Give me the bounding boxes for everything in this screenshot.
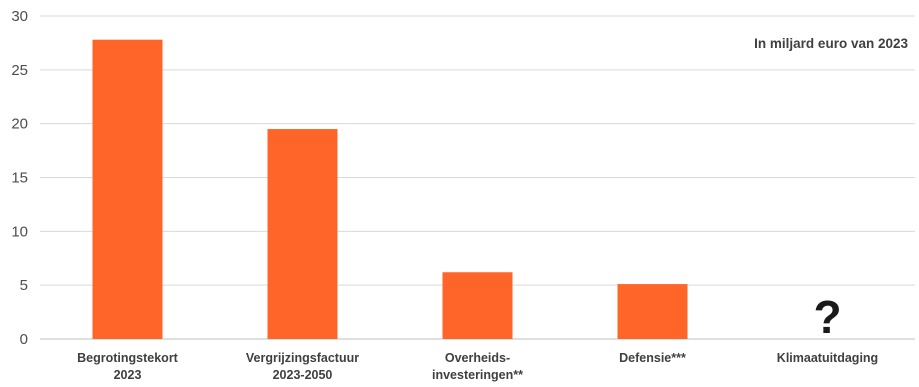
bar [442,272,513,339]
y-axis-ticks: 0 5 10 15 20 25 30 [11,8,28,348]
gridlines [40,15,915,340]
bar [617,284,688,339]
x-tick-label: Overheids- [445,351,510,365]
bar [267,129,338,339]
y-tick-label: 5 [20,277,28,294]
y-tick-label: 25 [11,62,28,79]
x-axis-labels: Begrotingstekort 2023 Vergrijzingsfactuur 2… [77,351,878,382]
y-tick-label: 0 [20,331,28,348]
x-tick-label: 2023-2050 [273,368,333,382]
x-tick-label: 2023 [114,368,142,382]
x-tick-label: investeringen** [432,368,523,382]
x-tick-label: Klimaatuitdaging [777,351,878,365]
bars: ? [92,39,842,343]
x-tick-label: Defensie*** [619,351,686,365]
x-tick-label: Begrotingstekort [77,351,179,365]
unit-annotation: In miljard euro van 2023 [754,36,908,51]
bar-placeholder-label: ? [813,291,841,343]
y-tick-label: 15 [11,170,28,187]
x-tick-label: Vergrijzingsfactuur [246,351,359,365]
y-tick-label: 10 [11,223,28,240]
y-tick-label: 30 [11,8,28,25]
y-tick-label: 20 [11,116,28,133]
bar [92,39,163,339]
